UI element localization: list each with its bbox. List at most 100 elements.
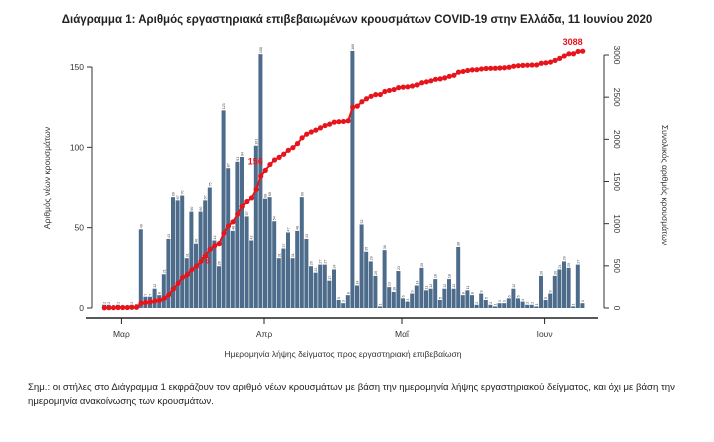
bar-value-label: 12	[153, 284, 157, 288]
cumulative-point	[216, 241, 222, 247]
bar-value-label: 23	[397, 266, 401, 270]
cumulative-point	[538, 60, 544, 66]
cumulative-point	[110, 305, 117, 311]
bar	[244, 216, 249, 308]
cumulative-point	[189, 267, 195, 273]
cumulative-point	[262, 167, 268, 173]
cumulative-point	[386, 87, 393, 94]
cumulative-point	[179, 274, 186, 281]
cumulative-point	[175, 280, 181, 286]
cumulative-point	[437, 76, 443, 82]
bar	[217, 266, 221, 308]
bar-value-label: 10	[392, 287, 396, 291]
cumulative-point	[469, 67, 475, 73]
y-right-tick-label: 500	[612, 259, 622, 273]
bar-value-label: 40	[195, 239, 199, 243]
y-right-tick-label: 1500	[612, 172, 622, 191]
bar	[442, 288, 447, 308]
bar	[460, 295, 465, 308]
cumulative-point	[143, 299, 149, 306]
cumulative-point	[294, 141, 301, 147]
bar	[304, 238, 309, 308]
cumulative-point	[258, 173, 264, 179]
bar	[226, 168, 231, 308]
cumulative-point	[115, 304, 121, 311]
bar-value-label: 2	[103, 302, 107, 304]
bar	[240, 156, 244, 308]
bar-value-label: 7	[149, 294, 153, 296]
bar-value-label: 9	[549, 291, 553, 293]
cumulative-point	[506, 64, 512, 70]
cumulative-point	[552, 57, 558, 63]
bar	[221, 110, 226, 308]
cumulative-point	[248, 195, 255, 201]
cumulative-point	[566, 51, 572, 57]
cumulative-point	[391, 86, 397, 93]
bar-value-label: 6	[507, 295, 511, 297]
footnote: Σημ.: οι στήλες στο Διάγραμμα 1 εκφράζου…	[28, 382, 675, 407]
y-axis-right-label: Συνολικός αριθμός κρουσμάτων	[660, 125, 670, 245]
y-left-tick-label: 150	[70, 62, 84, 72]
bar-value-label: 20	[540, 271, 544, 275]
y-right-tick-label: 3000	[612, 46, 622, 65]
bar	[336, 299, 341, 308]
bar	[364, 251, 369, 308]
bar	[497, 303, 502, 308]
bar	[345, 295, 350, 308]
bar	[562, 261, 566, 308]
bar-value-label: 3	[503, 300, 507, 302]
cumulative-point	[322, 122, 328, 129]
bar-value-label: 14	[415, 281, 419, 285]
cumulative-point	[483, 65, 489, 72]
bar	[539, 275, 543, 308]
cumulative-point	[368, 93, 374, 99]
bar	[433, 279, 438, 308]
bar	[543, 299, 548, 308]
bar	[138, 229, 143, 308]
cumulative-point	[340, 118, 347, 125]
bar-value-label: 91	[236, 157, 240, 161]
bar	[566, 267, 571, 308]
bar	[161, 274, 166, 308]
bar	[447, 279, 451, 308]
cumulative-point	[409, 83, 416, 89]
bar	[184, 258, 189, 308]
cumulative-point	[561, 53, 567, 59]
cumulative-point	[497, 65, 503, 71]
cumulative-point	[304, 131, 310, 137]
cumulative-point	[492, 65, 498, 71]
bar	[267, 197, 272, 308]
cumulative-point	[446, 73, 452, 79]
bar	[548, 293, 553, 308]
bar	[470, 295, 474, 308]
bar-value-label: 4	[521, 299, 525, 301]
bar	[456, 246, 461, 308]
cumulative-point	[327, 121, 333, 127]
cumulative-point	[207, 246, 213, 252]
bar	[580, 303, 585, 308]
bar-value-label: 2	[116, 302, 120, 304]
y-right-tick-label: 0	[612, 306, 622, 311]
bar	[258, 54, 263, 308]
cumulative-point	[377, 91, 383, 98]
bar	[249, 240, 254, 308]
cumulative-point	[170, 286, 176, 292]
cumulative-point	[350, 104, 356, 110]
bar	[318, 264, 323, 308]
bar-value-label: 7	[144, 294, 148, 296]
bar	[520, 301, 525, 308]
bar-value-label: 8	[158, 292, 162, 294]
bar	[194, 243, 198, 308]
y-right-tick-label: 1000	[612, 214, 622, 233]
bar-value-label: 25	[567, 263, 571, 267]
bar-value-label: 68	[264, 194, 268, 198]
bar-value-label: 70	[181, 191, 185, 195]
bar-value-label: 13	[388, 282, 392, 286]
cumulative-point	[336, 119, 342, 125]
bar	[575, 264, 580, 308]
chart: Διάγραμμα 1: Αριθμός εργαστηριακά επιβεβ…	[42, 14, 670, 359]
bar	[552, 275, 557, 308]
cumulative-point	[547, 59, 554, 65]
bar-value-label: 49	[139, 224, 143, 228]
cumulative-point	[465, 67, 471, 74]
